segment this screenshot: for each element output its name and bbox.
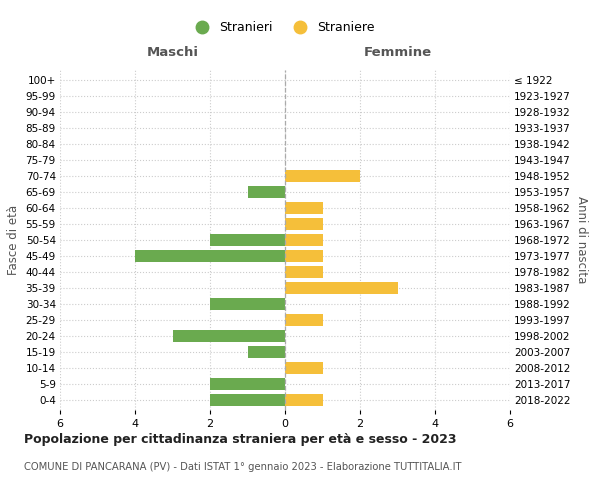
- Text: Popolazione per cittadinanza straniera per età e sesso - 2023: Popolazione per cittadinanza straniera p…: [24, 432, 457, 446]
- Text: Femmine: Femmine: [364, 46, 431, 59]
- Bar: [285, 234, 323, 246]
- Bar: [285, 170, 360, 182]
- Y-axis label: Fasce di età: Fasce di età: [7, 205, 20, 275]
- Bar: [173, 330, 285, 342]
- Bar: [285, 394, 323, 406]
- Bar: [135, 250, 285, 262]
- Bar: [248, 186, 285, 198]
- Bar: [210, 234, 285, 246]
- Bar: [248, 346, 285, 358]
- Bar: [285, 362, 323, 374]
- Bar: [210, 298, 285, 310]
- Text: Maschi: Maschi: [146, 46, 199, 59]
- Bar: [285, 218, 323, 230]
- Bar: [210, 378, 285, 390]
- Bar: [285, 250, 323, 262]
- Bar: [285, 314, 323, 326]
- Y-axis label: Anni di nascita: Anni di nascita: [575, 196, 587, 284]
- Text: COMUNE DI PANCARANA (PV) - Dati ISTAT 1° gennaio 2023 - Elaborazione TUTTITALIA.: COMUNE DI PANCARANA (PV) - Dati ISTAT 1°…: [24, 462, 461, 472]
- Legend: Stranieri, Straniere: Stranieri, Straniere: [184, 16, 380, 40]
- Bar: [285, 266, 323, 278]
- Bar: [285, 282, 398, 294]
- Bar: [210, 394, 285, 406]
- Bar: [285, 202, 323, 214]
